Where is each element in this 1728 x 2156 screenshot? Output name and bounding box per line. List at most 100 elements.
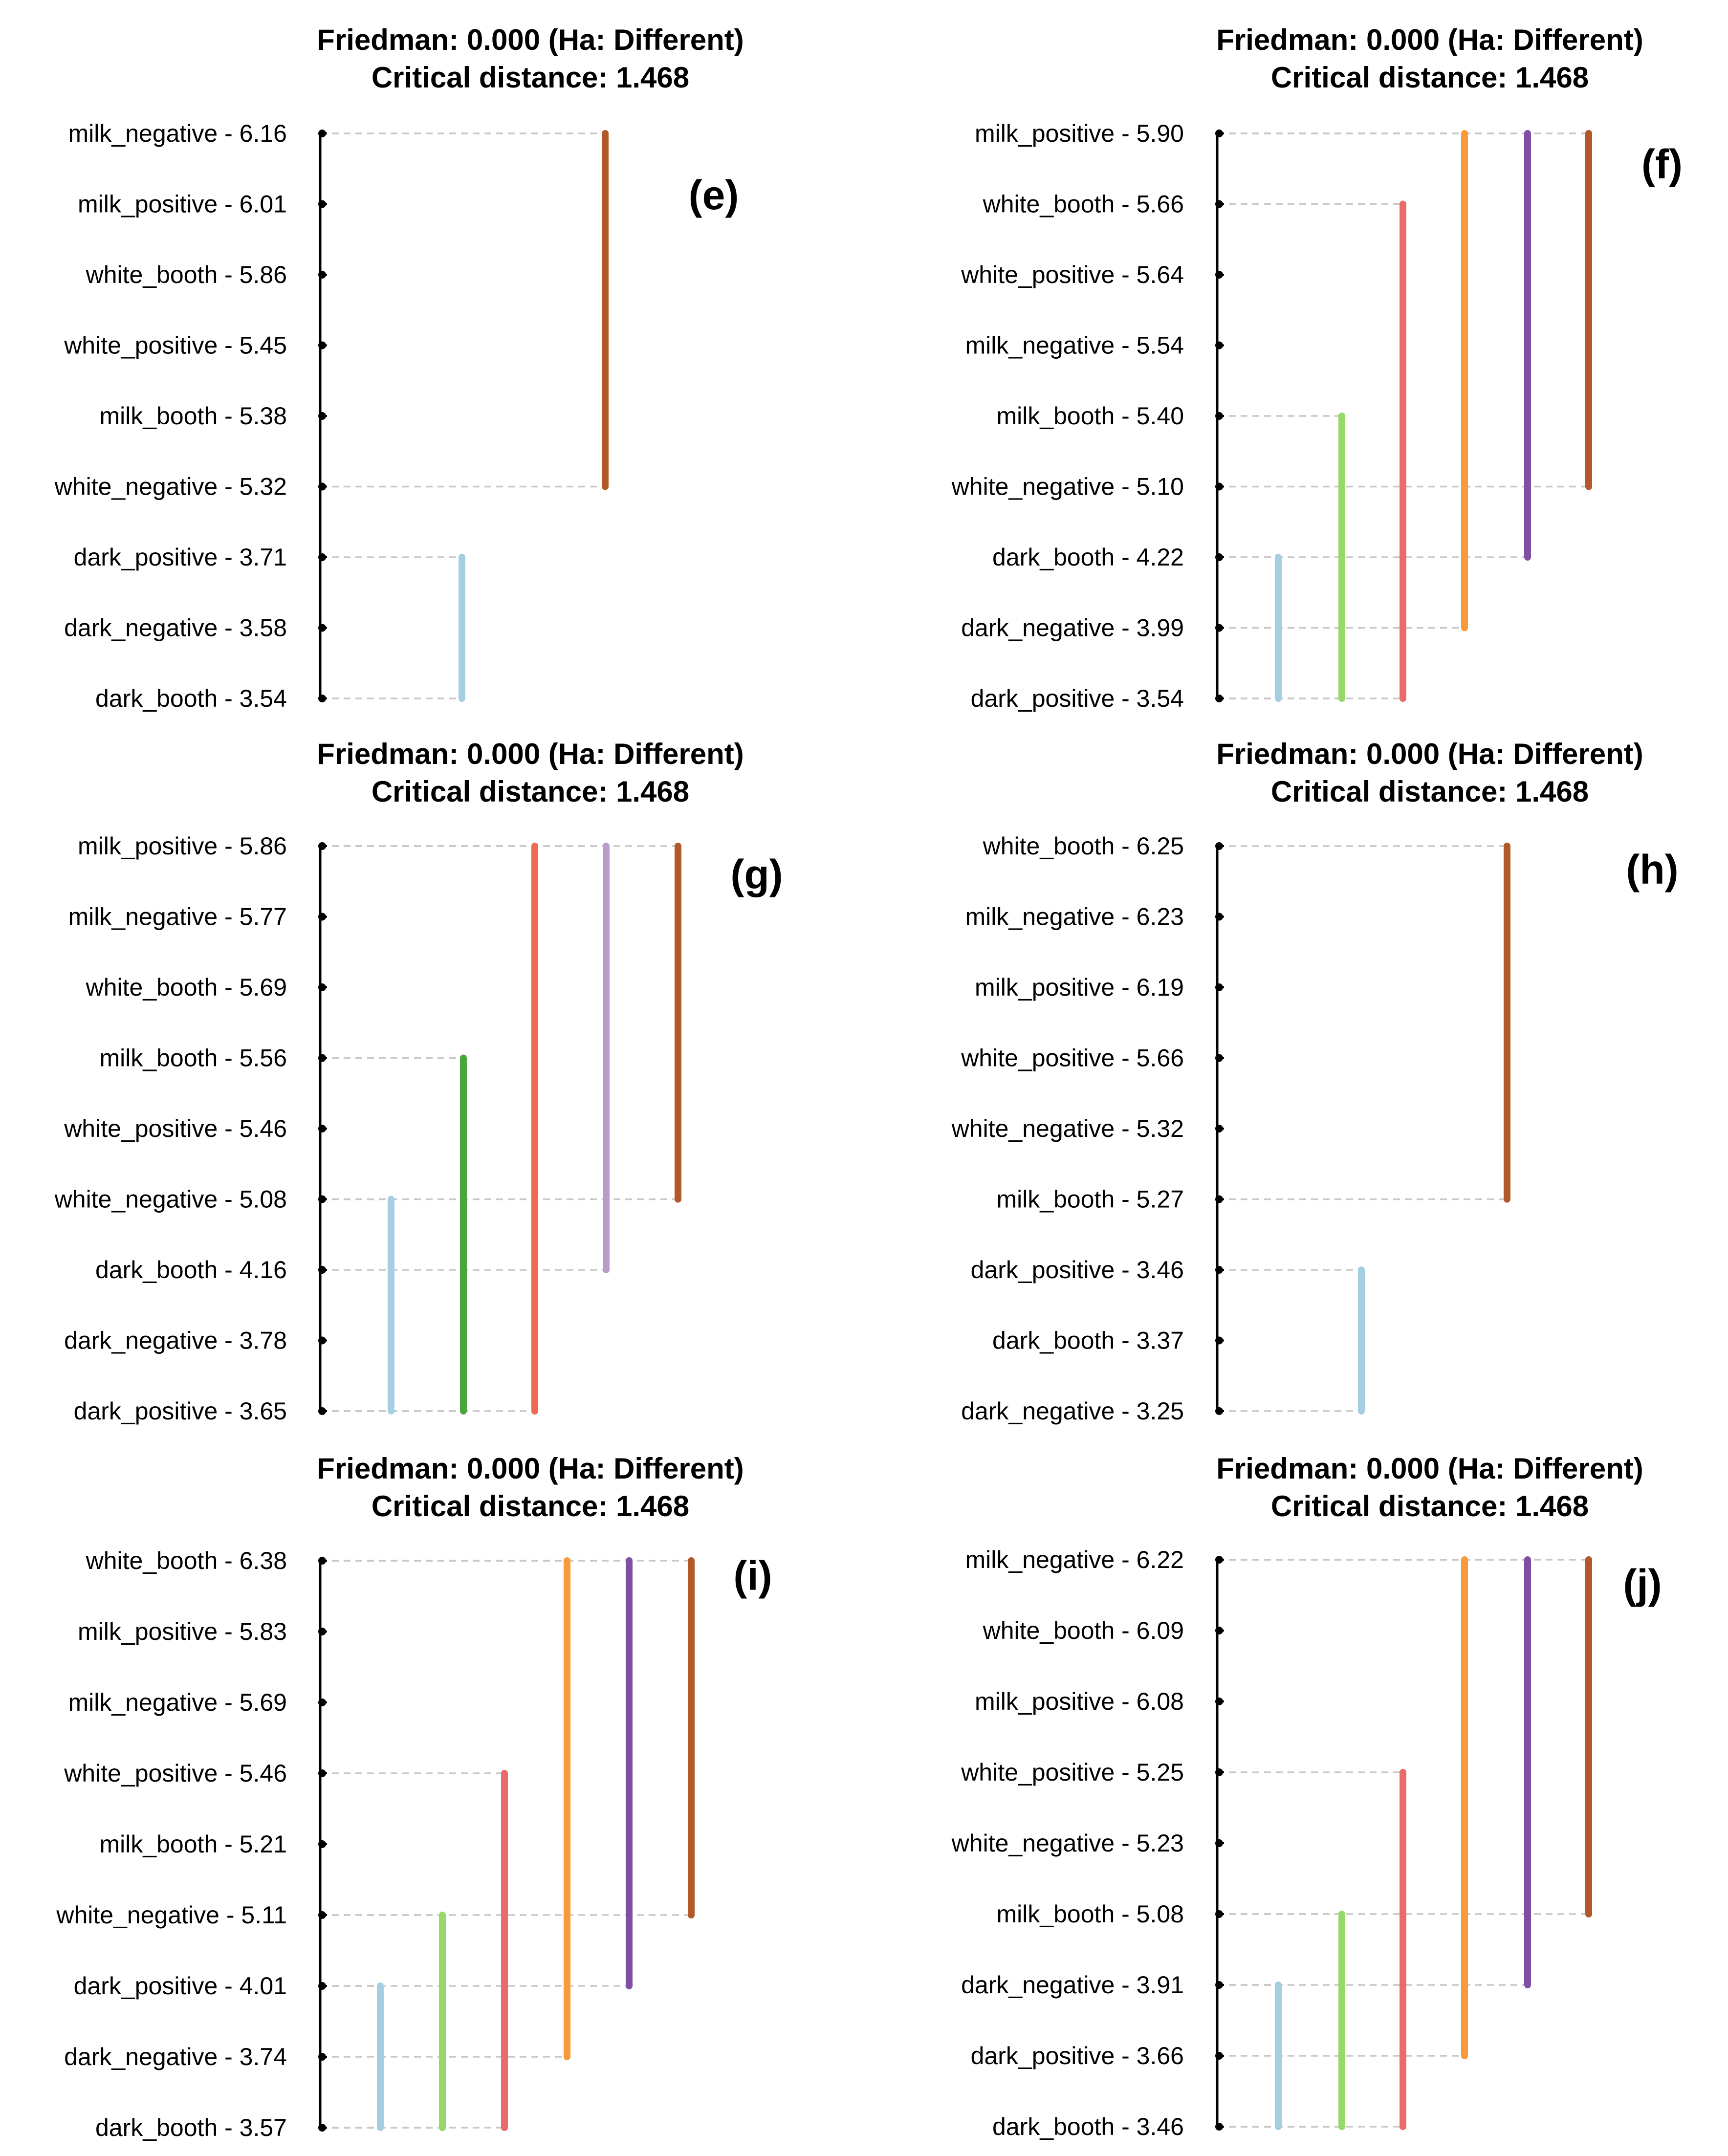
rank-label-white-positive: white_positive - 5.25 [961,1759,1184,1786]
friedman-title: Friedman: 0.000 (Ha: Different) [1216,1452,1643,1485]
rank-label-dark-negative: dark_negative - 3.25 [961,1397,1184,1425]
rank-label-dark-booth: dark_booth - 3.46 [992,2113,1184,2140]
rank-label-white-negative: white_negative - 5.11 [56,1901,287,1929]
rank-point [1215,913,1223,921]
rank-label-milk-positive: milk_positive - 5.90 [975,120,1184,147]
rank-point [1215,2123,1223,2131]
rank-label-milk-booth: milk_booth - 5.27 [996,1186,1184,1213]
rank-point [318,1125,326,1132]
rank-label-milk-negative: milk_negative - 6.16 [68,120,287,147]
rank-point [318,1195,326,1203]
rank-point [1215,200,1223,208]
rank-point [318,1840,326,1848]
rank-point [1215,1981,1223,1989]
rank-point [318,842,326,850]
rank-point [1215,1839,1223,1847]
rank-label-milk-positive: milk_positive - 6.01 [78,191,287,218]
panel-label: (e) [689,172,739,218]
panel-label: (h) [1626,847,1678,893]
rank-point [318,271,326,279]
rank-point [1215,1556,1223,1564]
rank-label-white-positive: white_positive - 5.66 [961,1045,1184,1072]
rank-point [1215,624,1223,632]
rank-point [1215,271,1223,279]
rank-label-milk-booth: milk_booth - 5.38 [99,402,287,430]
rank-label-white-negative: white_negative - 5.32 [951,1115,1184,1142]
panel-label: (f) [1641,141,1683,187]
rank-label-white-booth: white_booth - 5.69 [86,974,287,1001]
rank-label-white-booth: white_booth - 6.09 [983,1617,1184,1644]
rank-point [1215,2052,1223,2060]
panel-label: (j) [1623,1561,1662,1607]
panel-h: Friedman: 0.000 (Ha: Different) Critical … [951,738,1679,1425]
rank-label-dark-booth: dark_booth - 4.22 [992,544,1184,571]
panel-label: (g) [730,851,783,897]
rank-point [1215,1195,1223,1203]
rank-point [1215,1910,1223,1918]
friedman-title: Friedman: 0.000 (Ha: Different) [317,1452,744,1485]
panel-f: Friedman: 0.000 (Ha: Different) Critical … [951,23,1683,712]
rank-point [318,624,326,632]
rank-point [318,1628,326,1635]
critical-distance-title: Critical distance: 1.468 [372,1490,689,1523]
rank-point [1215,412,1223,420]
panel-j: Friedman: 0.000 (Ha: Different) Critical … [951,1452,1662,2140]
panel-label: (i) [733,1553,772,1599]
rank-point [1215,695,1223,702]
rank-label-milk-booth: milk_booth - 5.56 [99,1045,287,1072]
critical-distance-title: Critical distance: 1.468 [1271,775,1589,808]
rank-label-dark-positive: dark_positive - 3.71 [74,544,287,571]
rank-point [318,130,326,137]
friedman-title: Friedman: 0.000 (Ha: Different) [1216,738,1643,770]
panel-i: Friedman: 0.000 (Ha: Different) Critical … [56,1452,772,2141]
rank-point [1215,1266,1223,1274]
rank-point [1215,482,1223,491]
rank-point [318,1557,326,1565]
rank-label-dark-negative: dark_negative - 3.78 [64,1327,287,1354]
rank-label-white-negative: white_negative - 5.23 [951,1829,1184,1857]
rank-label-dark-booth: dark_booth - 3.57 [95,2114,287,2141]
rank-point [318,983,326,991]
rank-point [318,1911,326,1919]
rank-point [1215,1125,1223,1132]
rank-label-white-positive: white_positive - 5.46 [64,1760,287,1787]
rank-label-dark-positive: dark_positive - 3.66 [971,2042,1184,2069]
rank-label-dark-booth: dark_booth - 4.16 [95,1256,287,1284]
critical-distance-title: Critical distance: 1.468 [372,61,689,94]
rank-label-milk-positive: milk_positive - 5.86 [78,832,287,860]
rank-label-milk-negative: milk_negative - 5.54 [965,332,1184,359]
panel-g: Friedman: 0.000 (Ha: Different) Critical … [54,738,783,1425]
rank-point [318,1054,326,1062]
rank-label-white-negative: white_negative - 5.32 [54,473,287,501]
rank-label-white-negative: white_negative - 5.08 [54,1186,287,1213]
rank-point [318,1699,326,1706]
rank-point [1215,842,1223,850]
rank-label-dark-negative: dark_negative - 3.91 [961,1971,1184,1999]
rank-point [318,1982,326,1990]
friedman-title: Friedman: 0.000 (Ha: Different) [317,738,744,770]
rank-point [318,1407,326,1415]
rank-label-dark-booth: dark_booth - 3.54 [95,685,287,712]
rank-label-white-positive: white_positive - 5.45 [64,332,287,359]
rank-label-milk-booth: milk_booth - 5.08 [996,1900,1184,1928]
rank-point [1215,553,1223,561]
rank-label-milk-booth: milk_booth - 5.40 [996,402,1184,430]
rank-label-white-booth: white_booth - 6.25 [983,832,1184,860]
rank-label-white-booth: white_booth - 5.66 [983,191,1184,218]
rank-label-dark-booth: dark_booth - 3.37 [992,1327,1184,1354]
critical-distance-title: Critical distance: 1.468 [1271,61,1589,94]
rank-label-dark-positive: dark_positive - 3.65 [74,1397,287,1425]
rank-label-milk-positive: milk_positive - 6.08 [975,1688,1184,1715]
rank-point [1215,1407,1223,1415]
friedman-title: Friedman: 0.000 (Ha: Different) [1216,23,1643,56]
friedman-title: Friedman: 0.000 (Ha: Different) [317,23,744,56]
rank-label-milk-booth: milk_booth - 5.21 [99,1830,287,1858]
rank-point [1215,1054,1223,1062]
rank-point [1215,983,1223,991]
rank-label-dark-negative: dark_negative - 3.99 [961,614,1184,642]
rank-point [318,341,326,349]
rank-point [318,695,326,702]
rank-label-white-positive: white_positive - 5.46 [64,1115,287,1142]
rank-label-milk-positive: milk_positive - 5.83 [78,1618,287,1645]
rank-point [1215,341,1223,349]
